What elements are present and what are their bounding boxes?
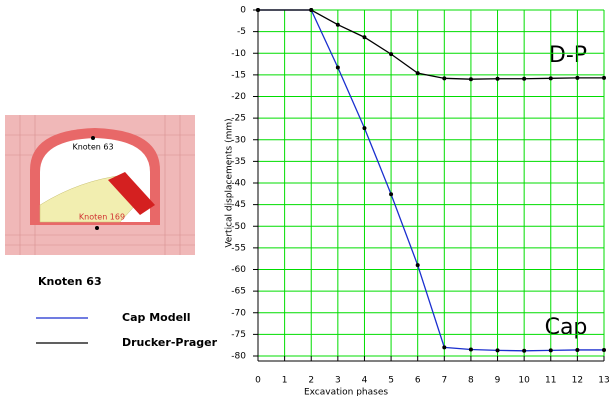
data-point <box>575 76 579 80</box>
data-point <box>442 76 446 80</box>
data-point <box>336 23 340 27</box>
y-tick-label: -20 <box>231 92 246 102</box>
y-tick-label: -60 <box>231 265 246 275</box>
x-tick-label: 5 <box>388 376 394 386</box>
y-tick-label: -35 <box>231 157 246 167</box>
data-point <box>389 192 393 196</box>
data-point <box>575 348 579 352</box>
y-tick-label: -50 <box>231 222 246 232</box>
data-point <box>256 8 260 12</box>
inset-image: Knoten 63 Knoten 169 <box>5 115 195 255</box>
legend-label: Drucker-Prager <box>122 336 218 349</box>
data-point <box>309 8 313 12</box>
x-tick-label: 4 <box>362 376 368 386</box>
y-tick-label: -70 <box>231 308 246 318</box>
x-tick-label: 3 <box>335 376 341 386</box>
data-point <box>362 35 366 39</box>
y-tick-label: -55 <box>231 243 246 253</box>
x-tick-label: 1 <box>282 376 288 386</box>
data-point <box>549 348 553 352</box>
legend-title: Knoten 63 <box>38 275 102 288</box>
y-tick-label: -30 <box>231 135 246 145</box>
data-point <box>469 348 473 352</box>
data-point <box>602 76 606 80</box>
data-point <box>389 52 393 56</box>
x-tick-label: 10 <box>518 376 530 386</box>
x-tick-label: 0 <box>255 376 261 386</box>
legend: Knoten 63 Cap Modell Drucker-Prager <box>36 275 218 349</box>
x-tick-label: 6 <box>415 376 421 386</box>
y-tick-label: -45 <box>231 200 246 210</box>
data-point <box>549 76 553 80</box>
data-point <box>496 348 500 352</box>
data-point <box>496 77 500 81</box>
y-tick-label: -40 <box>231 179 246 189</box>
x-axis-label: Excavation phases <box>304 388 388 396</box>
x-tick-label: 11 <box>545 376 556 386</box>
y-tick-label: -25 <box>231 114 246 124</box>
y-tick-label: -5 <box>237 27 246 37</box>
y-tick-label: -65 <box>231 287 246 297</box>
y-tick-label: -75 <box>231 330 246 340</box>
data-point <box>602 348 606 352</box>
data-point <box>362 126 366 130</box>
y-tick-label: -80 <box>231 352 246 362</box>
x-tick-label: 7 <box>441 376 447 386</box>
data-point <box>522 349 526 353</box>
data-point <box>416 263 420 267</box>
y-tick-label: 0 <box>240 6 246 16</box>
data-point <box>522 77 526 81</box>
legend-label: Cap Modell <box>122 311 191 324</box>
data-point <box>469 77 473 81</box>
y-tick-label: -10 <box>231 49 246 59</box>
x-tick-label: 12 <box>572 376 583 386</box>
x-tick-label: 2 <box>308 376 314 386</box>
data-point <box>416 71 420 75</box>
x-tick-label: 13 <box>598 376 609 386</box>
data-point <box>336 66 340 70</box>
chart: Knoten 63 Knoten 169 Knoten 63 Cap Model… <box>0 0 609 396</box>
inset-label: Knoten 169 <box>79 213 125 222</box>
y-tick-label: -15 <box>231 70 246 80</box>
page: {"chart_data":{"type":"line", "x":[0,2,3… <box>0 0 609 396</box>
annotation: D-P <box>549 43 587 68</box>
data-point <box>442 345 446 349</box>
x-tick-label: 8 <box>468 376 474 386</box>
x-tick-label: 9 <box>495 376 501 386</box>
inset-label: Knoten 63 <box>72 143 113 152</box>
